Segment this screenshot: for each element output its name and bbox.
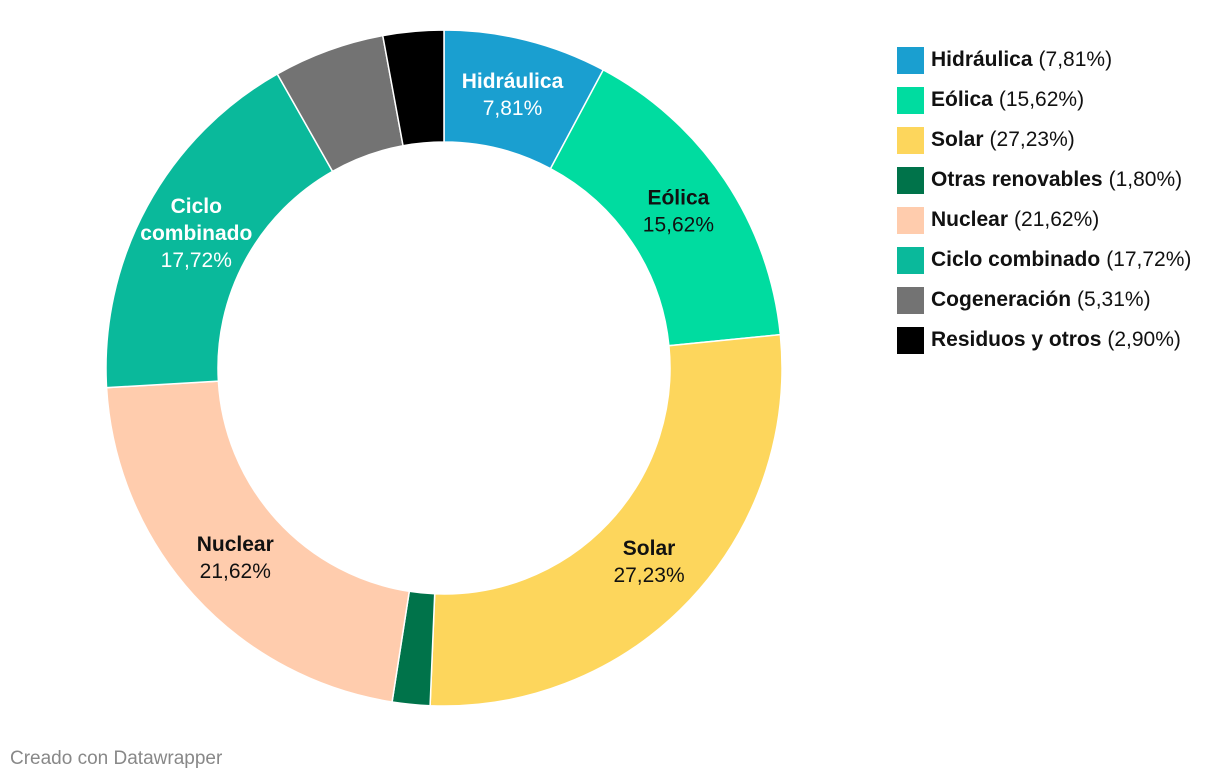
legend-value: (1,80%) bbox=[1108, 168, 1183, 191]
legend-swatch bbox=[897, 126, 924, 154]
legend-item-hidraulica[interactable]: Hidráulica (7,81%) bbox=[897, 40, 1191, 80]
legend-label: Nuclear bbox=[931, 208, 1009, 231]
legend-value: (5,31%) bbox=[1077, 288, 1151, 311]
slice-label-hidraulica: Hidráulica 7,81% bbox=[462, 70, 564, 120]
legend-item-ciclo-combinado[interactable]: Ciclo combinado (17,72%) bbox=[897, 240, 1191, 280]
legend-label: Hidráulica bbox=[931, 48, 1033, 71]
legend-item-nuclear[interactable]: Nuclear (21,62%) bbox=[897, 200, 1191, 240]
slice-label-value: 7,81% bbox=[483, 97, 543, 120]
slice-label-value: 17,72% bbox=[161, 249, 232, 272]
slice-label-value: 27,23% bbox=[613, 564, 684, 587]
legend-swatch bbox=[897, 46, 924, 74]
slice-label-value: 15,62% bbox=[643, 214, 714, 237]
legend-value: (15,62%) bbox=[998, 88, 1085, 111]
slice-label-name: combinado bbox=[140, 222, 252, 245]
legend-label: Ciclo combinado bbox=[931, 248, 1101, 271]
slice-label-nuclear: Nuclear 21,62% bbox=[197, 533, 274, 583]
slice-label-solar: Solar 27,23% bbox=[613, 537, 684, 587]
slice-label-name: Eólica bbox=[647, 187, 709, 210]
slice-label-name: Ciclo bbox=[171, 195, 222, 218]
legend-value: (27,23%) bbox=[989, 128, 1075, 151]
legend-swatch bbox=[897, 166, 924, 194]
legend-swatch bbox=[897, 246, 924, 274]
legend-item-cogeneracion[interactable]: Cogeneración (5,31%) bbox=[897, 280, 1191, 320]
legend-swatch bbox=[897, 86, 924, 114]
legend-label: Cogeneración bbox=[931, 288, 1072, 311]
slice-label-name: Nuclear bbox=[197, 533, 274, 556]
legend-label: Otras renovables bbox=[931, 168, 1103, 191]
legend-swatch bbox=[897, 326, 924, 354]
legend-value: (17,72%) bbox=[1106, 248, 1192, 271]
datawrapper-credit[interactable]: Creado con Datawrapper bbox=[10, 748, 223, 769]
slice-solar[interactable] bbox=[429, 333, 783, 707]
slice-label-value: 21,62% bbox=[200, 560, 271, 583]
slice-nuclear[interactable] bbox=[105, 380, 411, 703]
slice-label-ciclo-combinado: Ciclo combinado 17,72% bbox=[140, 195, 252, 272]
donut-chart: Hidráulica 7,81% Eólica 15,62% Solar 27,23% Nu… bbox=[105, 29, 783, 707]
slice-label-eolica: Eólica 15,62% bbox=[643, 187, 714, 237]
legend-label: Solar bbox=[931, 128, 984, 151]
legend-item-otras-renovables[interactable]: Otras renovables (1,80%) bbox=[897, 160, 1191, 200]
legend-value: (7,81%) bbox=[1038, 48, 1113, 71]
legend-item-residuos-y-otros[interactable]: Residuos y otros (2,90%) bbox=[897, 320, 1191, 360]
legend-value: (2,90%) bbox=[1107, 328, 1181, 351]
chart-legend: Hidráulica (7,81%) Eólica (15,62%) Solar (27,… bbox=[897, 40, 1191, 360]
legend-item-eolica[interactable]: Eólica (15,62%) bbox=[897, 80, 1191, 120]
legend-swatch bbox=[897, 286, 924, 314]
legend-item-solar[interactable]: Solar (27,23%) bbox=[897, 120, 1191, 160]
slice-label-name: Hidráulica bbox=[462, 70, 564, 93]
legend-label: Eólica bbox=[931, 88, 993, 111]
legend-value: (21,62%) bbox=[1014, 208, 1100, 231]
legend-swatch bbox=[897, 206, 924, 234]
slice-label-name: Solar bbox=[623, 537, 676, 560]
slice-residuos-y-otros[interactable] bbox=[381, 29, 445, 147]
legend-label: Residuos y otros bbox=[931, 328, 1102, 351]
